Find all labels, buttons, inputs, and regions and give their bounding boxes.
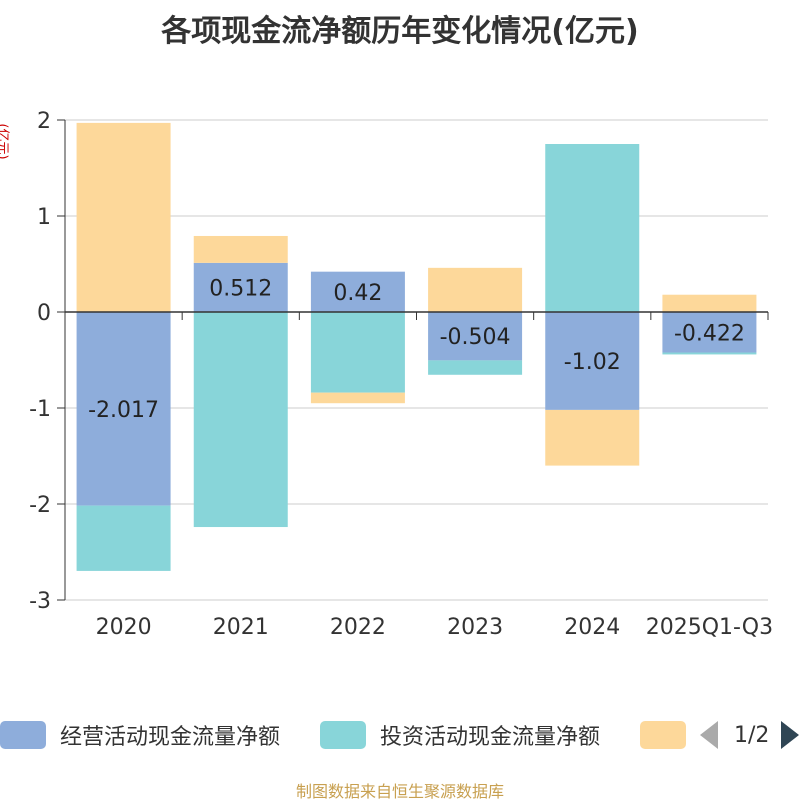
data-label: -2.017 xyxy=(88,398,159,423)
legend-swatch xyxy=(320,721,366,749)
data-label: -1.02 xyxy=(564,350,621,375)
bar-1-2022 xyxy=(310,312,405,393)
bar-1-2021 xyxy=(193,312,288,528)
x-tick-label: 2021 xyxy=(213,615,269,640)
legend-swatch xyxy=(0,721,46,749)
bar-1-2023 xyxy=(428,360,523,375)
legend-item-third-series[interactable] xyxy=(640,718,686,752)
legend-prev-page-icon[interactable] xyxy=(700,721,718,749)
y-tick-label: -1 xyxy=(29,397,51,422)
y-tick-label: 0 xyxy=(37,301,51,326)
data-label: -0.422 xyxy=(674,321,745,346)
legend-swatch xyxy=(640,721,686,749)
bar-chart: 2 1 0 -1 -2 -3 2020 2021 2022 2023 2024 2025Q1-Q3 -… xyxy=(29,109,773,640)
legend-next-page-icon[interactable] xyxy=(781,721,800,749)
x-tick-label: 2024 xyxy=(564,615,620,640)
source-note: 制图数据来自恒生聚源数据库 xyxy=(295,782,504,801)
legend-pager: 1/2 xyxy=(700,718,800,752)
bar-0-2025Q1-Q3 xyxy=(662,312,757,353)
y-tick-label: -3 xyxy=(29,589,51,614)
data-label: 0.512 xyxy=(209,276,272,301)
legend-item-operating[interactable]: 经营活动现金流量净额 xyxy=(0,718,280,752)
y-tick-label: 2 xyxy=(37,109,51,134)
y-tick-label: 1 xyxy=(37,205,51,230)
bar-2-2023 xyxy=(428,267,523,312)
chart-title: 各项现金流净额历年变化情况(亿元) xyxy=(161,14,639,49)
legend-page-indicator: 1/2 xyxy=(734,722,770,748)
bar-0-2024 xyxy=(545,312,640,410)
data-label: 0.42 xyxy=(333,281,382,306)
bar-0-2023 xyxy=(428,312,523,361)
bar-1-2025Q1-Q3 xyxy=(662,352,757,355)
bar-0-2020 xyxy=(76,312,171,506)
bar-2-2025Q1-Q3 xyxy=(662,294,757,312)
bar-2-2020 xyxy=(76,122,171,312)
bar-2-2021 xyxy=(193,235,288,263)
legend-label: 投资活动现金流量净额 xyxy=(380,725,601,750)
x-tick-label: 2025Q1-Q3 xyxy=(646,615,773,640)
legend: 经营活动现金流量净额 投资活动现金流量净额 xyxy=(0,718,800,752)
x-tick-label: 2023 xyxy=(447,615,503,640)
y-tick-label: -2 xyxy=(29,493,51,518)
bar-0-2021 xyxy=(193,262,288,312)
bar-2-2024 xyxy=(545,409,640,466)
bar-1-2024 xyxy=(545,144,640,312)
bar-2-2022 xyxy=(310,392,405,404)
x-tick-label: 2022 xyxy=(330,615,386,640)
legend-item-investing[interactable]: 投资活动现金流量净额 xyxy=(320,718,600,752)
data-label: -0.504 xyxy=(440,325,511,350)
bar-0-2022 xyxy=(310,271,405,312)
bar-1-2020 xyxy=(76,505,171,571)
x-tick-label: 2020 xyxy=(96,615,152,640)
legend-label: 经营活动现金流量净额 xyxy=(60,725,281,750)
